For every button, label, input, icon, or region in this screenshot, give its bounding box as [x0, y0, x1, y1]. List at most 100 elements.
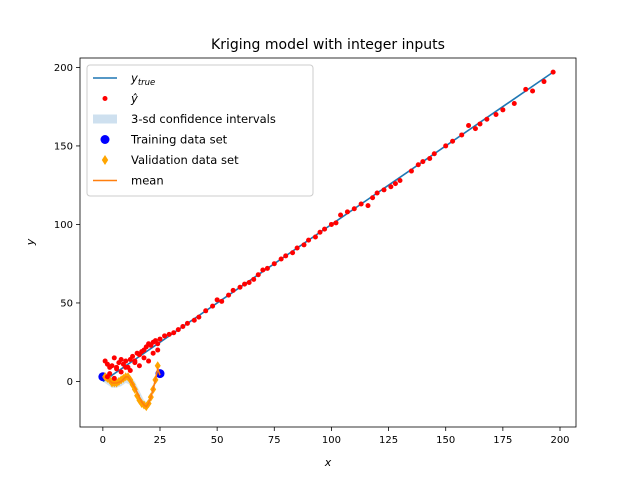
y-tick-label: 0 — [67, 377, 73, 388]
prediction-point — [146, 358, 152, 364]
prediction-point — [246, 280, 252, 286]
prediction-point — [427, 155, 433, 161]
prediction-point — [466, 123, 472, 129]
legend-handle-training — [100, 135, 110, 144]
prediction-point — [511, 101, 517, 107]
prediction-point — [493, 112, 499, 118]
prediction-point — [114, 366, 120, 372]
prediction-point — [351, 206, 357, 212]
prediction-point — [271, 261, 277, 267]
prediction-point — [196, 314, 202, 320]
prediction-point — [118, 356, 124, 362]
legend-label: ytrue — [130, 71, 155, 88]
x-axis-ticks: 0 25 50 75 100 125 150 175 200 — [100, 427, 570, 446]
prediction-point — [111, 355, 117, 361]
prediction-point — [472, 126, 478, 132]
prediction-point — [333, 220, 339, 226]
prediction-point — [155, 341, 161, 347]
legend-handle-validation — [101, 155, 109, 165]
prediction-point — [301, 242, 307, 248]
prediction-point — [107, 371, 113, 377]
y-axis-label: y — [24, 238, 37, 246]
x-tick-label: 25 — [154, 435, 167, 446]
legend-handle-band — [93, 114, 117, 124]
x-tick-label: 200 — [550, 435, 569, 446]
confidence-band — [102, 368, 160, 410]
prediction-point — [381, 187, 387, 193]
legend-label: 3-sd confidence intervals — [131, 112, 276, 126]
x-tick-label: 50 — [211, 435, 224, 446]
mean-line — [102, 365, 161, 408]
prediction-point — [420, 159, 426, 165]
x-tick-label: 0 — [100, 435, 106, 446]
x-tick-label: 150 — [436, 435, 455, 446]
y-tick-label: 200 — [54, 63, 73, 74]
prediction-point — [210, 303, 216, 309]
prediction-point — [374, 190, 380, 196]
prediction-point — [322, 226, 328, 232]
prediction-point — [175, 327, 181, 333]
prediction-point — [203, 308, 209, 314]
prediction-point — [157, 336, 163, 342]
y-tick-label: 50 — [60, 298, 73, 309]
x-tick-label: 75 — [268, 435, 281, 446]
prediction-point — [541, 79, 547, 85]
prediction-point — [132, 360, 138, 366]
prediction-point — [358, 201, 364, 207]
prediction-point — [500, 107, 506, 113]
x-tick-label: 125 — [379, 435, 398, 446]
prediction-point — [290, 250, 296, 256]
prediction-point — [127, 367, 133, 373]
prediction-point — [237, 284, 243, 290]
prediction-point — [530, 88, 536, 94]
prediction-point — [408, 168, 414, 174]
prediction-point — [283, 253, 289, 259]
prediction-point — [365, 203, 371, 209]
legend-label: mean — [131, 174, 164, 188]
prediction-point — [130, 353, 136, 359]
prediction-point — [118, 369, 124, 375]
prediction-point — [230, 287, 236, 293]
legend-label: ŷ — [130, 92, 138, 106]
y-axis-ticks: 0 50 100 150 200 — [54, 63, 80, 388]
y-tick-label: 150 — [54, 141, 73, 152]
prediction-point — [278, 256, 284, 262]
prediction-point — [388, 184, 394, 190]
prediction-point — [264, 265, 270, 271]
prediction-point — [443, 143, 449, 149]
prediction-point — [450, 138, 456, 144]
prediction-point — [242, 281, 248, 287]
prediction-point — [370, 195, 376, 201]
prediction-point — [123, 358, 129, 364]
prediction-point — [141, 355, 147, 361]
prediction-point — [344, 209, 350, 215]
y-tick-label: 100 — [54, 220, 73, 231]
prediction-point — [550, 69, 556, 75]
prediction-point — [150, 350, 156, 356]
prediction-point — [431, 151, 437, 157]
legend-box — [86, 64, 314, 197]
prediction-point — [392, 181, 398, 187]
prediction-point — [477, 121, 483, 127]
prediction-point — [251, 276, 257, 282]
x-axis-label: x — [324, 456, 332, 469]
prediction-point — [180, 324, 186, 330]
prediction-point — [328, 221, 334, 227]
prediction-point — [306, 237, 312, 243]
prediction-point — [226, 292, 232, 298]
x-tick-label: 100 — [322, 435, 341, 446]
validation-point — [154, 361, 161, 371]
legend-label: Validation data set — [131, 153, 239, 167]
prediction-point — [484, 116, 490, 122]
prediction-point — [191, 317, 197, 323]
prediction-point — [459, 132, 465, 138]
legend-label: Training data set — [130, 133, 228, 147]
prediction-point — [255, 272, 261, 278]
prediction-point — [109, 363, 115, 369]
prediction-point — [415, 162, 421, 168]
prediction-point — [219, 298, 225, 304]
chart-title: Kriging model with integer inputs — [211, 37, 445, 53]
legend-handle-point — [102, 96, 108, 101]
prediction-point — [166, 331, 172, 337]
prediction-point — [162, 333, 168, 339]
